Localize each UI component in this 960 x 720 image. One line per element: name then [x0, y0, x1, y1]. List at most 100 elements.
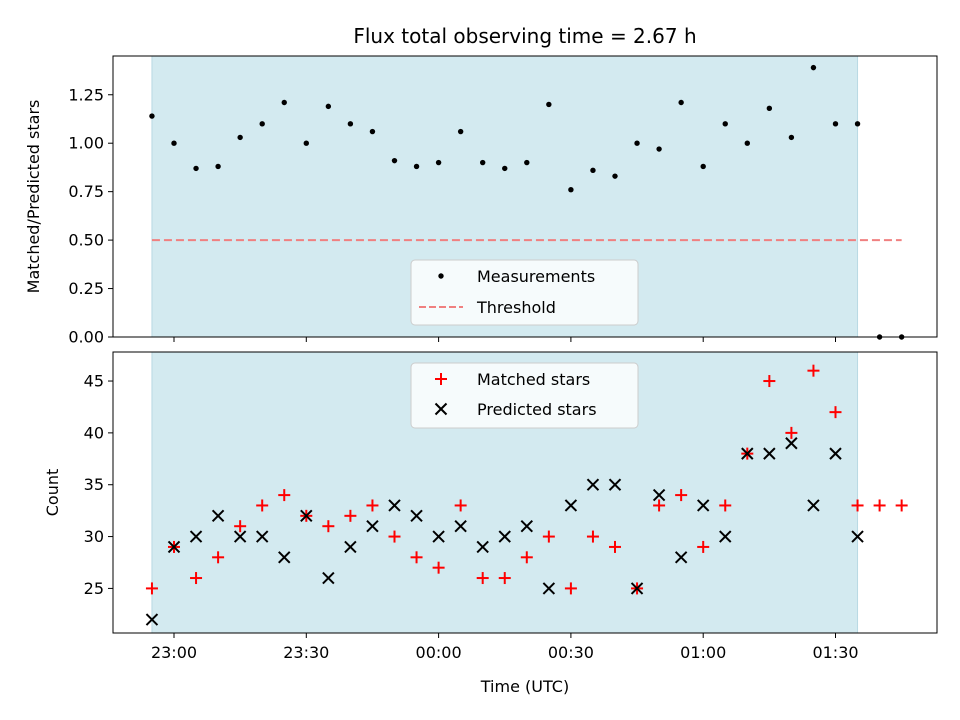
y-tick-label: 30 — [84, 527, 104, 546]
matched-star-point — [454, 499, 467, 512]
matched-star-point — [366, 499, 379, 512]
predicted-star-point — [410, 509, 423, 523]
matched-star-point — [212, 551, 225, 564]
measurement-point — [788, 134, 795, 141]
measurement-point — [612, 173, 618, 179]
count-axes-frame — [112, 351, 938, 634]
measurement-point — [568, 187, 574, 193]
measurement-point — [237, 134, 243, 141]
measurement-point — [193, 165, 199, 172]
matched-star-point — [322, 520, 335, 533]
count-y-ticks: 25 30 35 40 45 — [84, 372, 113, 598]
count-y-axis-label: Count — [43, 469, 62, 517]
predicted-star-point — [322, 571, 335, 585]
matched-star-point — [895, 499, 908, 512]
matched-star-point — [145, 582, 158, 595]
predicted-star-point — [211, 509, 225, 523]
matched-star-point — [542, 530, 555, 543]
measurement-point — [854, 121, 861, 127]
matched-star-point — [520, 551, 533, 564]
ratio-y-axis-label: Matched/Predicted stars — [24, 100, 43, 294]
predicted-star-point — [719, 530, 732, 543]
matched-star-point — [586, 530, 599, 543]
y-tick-label: 35 — [84, 475, 104, 494]
measurement-point — [435, 159, 442, 166]
measurement-point — [810, 64, 817, 71]
matched-star-point — [697, 540, 710, 553]
ratio-x-ticks — [173, 337, 836, 342]
predicted-star-point — [741, 447, 754, 460]
measurement-point — [259, 121, 265, 127]
predicted-star-point — [145, 613, 159, 626]
matched-star-point — [344, 509, 357, 522]
count-legend: Matched stars Predicted stars — [410, 362, 639, 429]
ratio-legend: Measurements Threshold — [410, 259, 639, 326]
predicted-star-point — [498, 530, 511, 543]
measurement-point — [832, 121, 839, 127]
measurement-point — [391, 157, 398, 164]
chart-title: Flux total observing time = 2.67 h — [353, 24, 696, 48]
matched-star-point — [498, 572, 511, 585]
count-x-ticks: 23:00 23:30 00:00 00:30 01:00 01:30 — [151, 633, 859, 662]
ratio-axes-frame — [112, 55, 938, 338]
matched-star-point — [278, 489, 291, 502]
predicted-star-point — [255, 530, 269, 543]
legend-plus-glyph — [435, 373, 447, 385]
matched-star-point — [653, 499, 666, 512]
count-legend-box — [410, 362, 639, 429]
measurement-point — [171, 140, 177, 146]
predicted-star-point — [454, 519, 467, 533]
measurement-point — [634, 140, 640, 146]
measurement-point — [325, 103, 332, 110]
predicted-star-point — [763, 447, 776, 460]
y-tick-label: 45 — [84, 372, 104, 391]
predicted-star-point — [696, 499, 710, 512]
legend-measurements-label: Measurements — [477, 267, 595, 286]
legend-x-glyph — [434, 402, 448, 416]
predicted-star-point — [189, 530, 203, 543]
predicted-star-point — [520, 519, 534, 533]
measurement-point — [766, 105, 773, 112]
predicted-star-point — [300, 509, 313, 523]
measurement-point — [678, 99, 684, 106]
matched-star-point — [432, 561, 445, 574]
x-tick-label: 00:30 — [548, 643, 594, 662]
measurement-point — [457, 128, 464, 135]
y-tick-label: 0.75 — [68, 182, 104, 201]
count-marks — [145, 364, 908, 626]
predicted-star-point — [542, 582, 556, 595]
predicted-star-point — [476, 540, 489, 554]
x-tick-label: 23:30 — [283, 643, 329, 662]
legend-matched-marker — [435, 373, 447, 385]
y-tick-label: 1.00 — [68, 134, 104, 153]
legend-predicted-marker — [434, 402, 448, 416]
measurement-point — [347, 121, 354, 127]
predicted-star-point — [432, 530, 445, 543]
legend-threshold-label: Threshold — [476, 298, 556, 317]
ratio-marks — [149, 64, 905, 340]
ratio-y-ticks: 0.00 0.25 0.50 0.75 1.00 1.25 — [68, 85, 113, 347]
measurement-point — [700, 163, 706, 170]
x-tick-label: 00:00 — [416, 643, 462, 662]
matched-star-point — [851, 499, 864, 512]
y-tick-label: 0.00 — [68, 328, 104, 347]
ratio-legend-box — [410, 259, 639, 326]
measurement-point — [722, 121, 728, 127]
y-tick-label: 1.25 — [68, 85, 104, 104]
matched-star-point — [829, 406, 842, 419]
measurement-point — [149, 113, 155, 119]
predicted-star-point — [366, 519, 379, 533]
measurement-point — [546, 101, 552, 108]
count-panel: 25 30 35 40 45 23:00 23:30 00:00 00:30 01:00 01:3… — [43, 351, 938, 696]
matched-star-point — [388, 530, 401, 543]
legend-predicted-label: Predicted stars — [477, 400, 597, 419]
measurement-point — [413, 163, 420, 170]
y-tick-label: 40 — [84, 423, 104, 442]
x-tick-label: 01:30 — [812, 643, 858, 662]
predicted-star-point — [674, 551, 688, 564]
predicted-star-point — [167, 540, 181, 554]
matched-star-point — [410, 551, 423, 564]
y-tick-label: 25 — [84, 579, 104, 598]
matched-star-point — [873, 499, 886, 512]
